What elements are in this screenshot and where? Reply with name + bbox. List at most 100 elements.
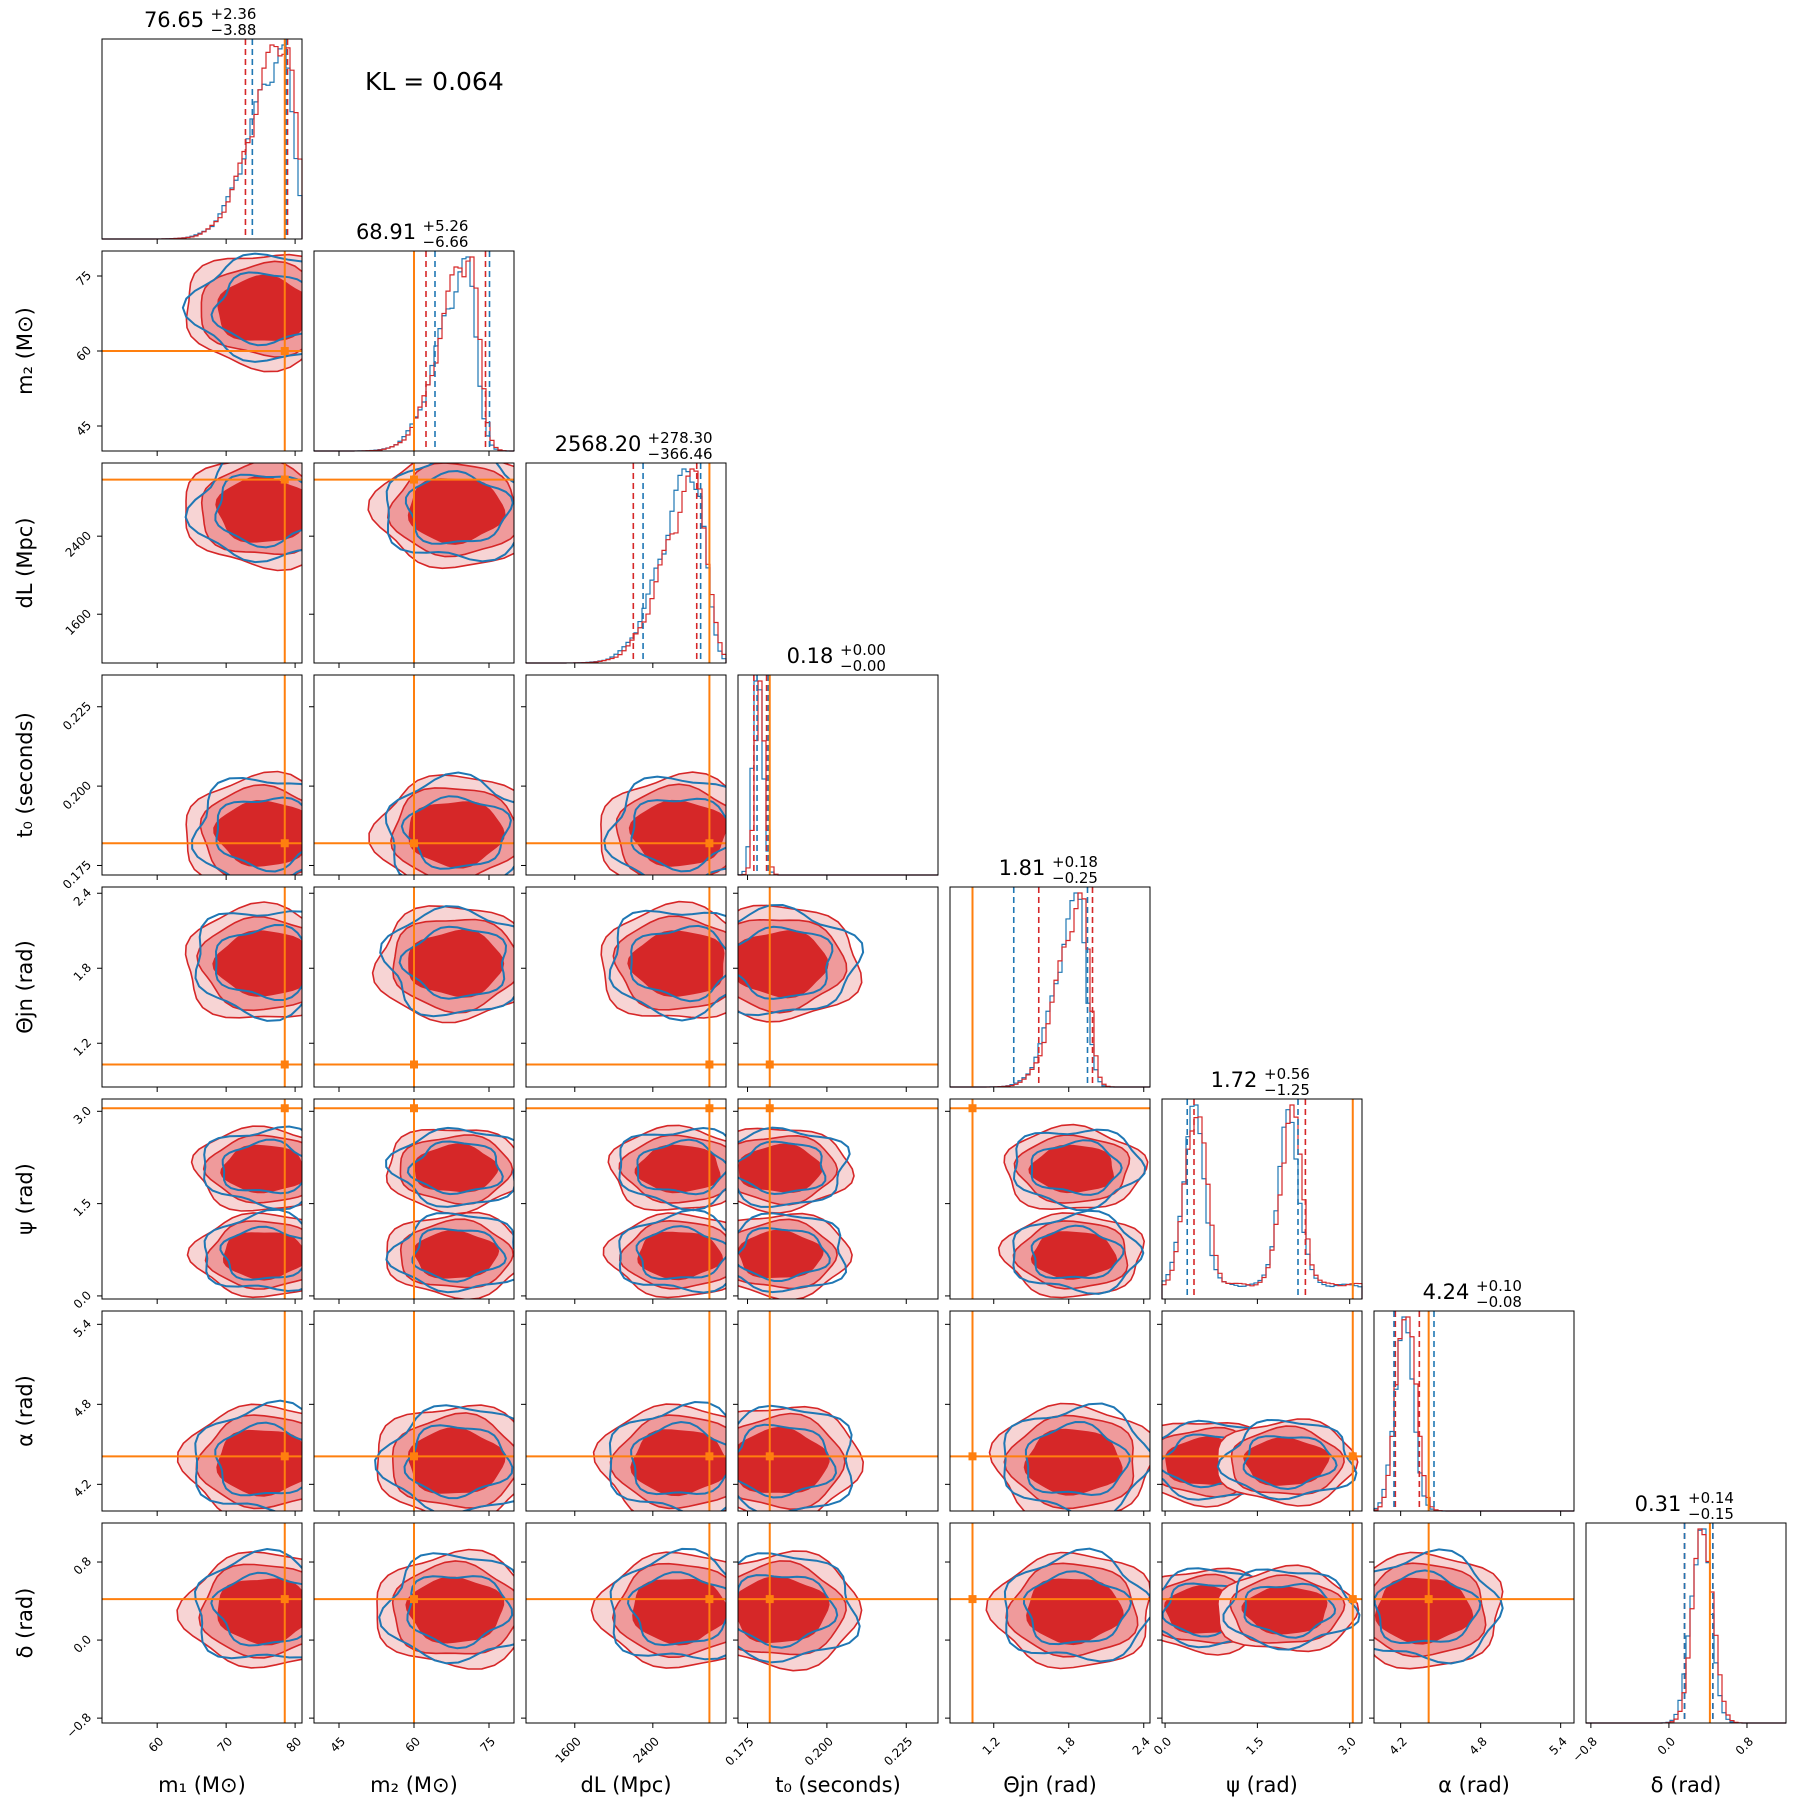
xtick-label: 0.175 — [723, 1734, 757, 1768]
yaxis-label-m2: m₂ (M⊙) — [13, 307, 37, 395]
contour-run-b-inner — [1242, 1435, 1338, 1491]
contour-run-b-inner — [210, 271, 302, 347]
contour-run-b-outer — [1003, 1402, 1150, 1511]
contour-run-b-outer — [738, 1126, 851, 1208]
title-theta_jn: 1.81 — [999, 856, 1046, 880]
contour-run-b-outer — [378, 1552, 514, 1665]
contour-inner — [738, 1426, 830, 1494]
density-alpha-delta — [1374, 1523, 1574, 1723]
contour-inner — [628, 799, 726, 867]
title-minus-t0: −0.00 — [840, 657, 886, 675]
title-plus-alpha: +0.10 — [1476, 1277, 1522, 1295]
density-m2-t0 — [314, 675, 514, 875]
contour-run-b-inner — [1024, 1420, 1131, 1497]
panel-frame — [101, 38, 303, 240]
truth-marker — [280, 1595, 289, 1604]
density-t0-psi — [738, 1099, 938, 1299]
title-plus-m2: +5.26 — [423, 217, 469, 235]
panel-psi-theta_jn — [945, 1098, 1151, 1304]
contour-inner — [738, 1229, 824, 1279]
truth-marker — [705, 1452, 714, 1461]
contour-run-b-outer — [194, 1399, 302, 1511]
yaxis-label-alpha: α (rad) — [13, 1375, 37, 1447]
contour-run-b-outer — [738, 1212, 848, 1294]
density-m2-psi — [314, 1099, 514, 1299]
contour-inner — [627, 930, 725, 997]
xaxis-label-m2: m₂ (M⊙) — [370, 1773, 458, 1797]
xtick-label: 5.4 — [1546, 1734, 1569, 1757]
contour-run-b-outer — [608, 909, 726, 1022]
contour-inner — [407, 478, 506, 545]
density-dL-alpha — [526, 1311, 726, 1511]
density-dL-delta — [526, 1523, 726, 1723]
contour-run-b-outer — [193, 1547, 302, 1660]
truth-marker — [1348, 1452, 1357, 1461]
truth-marker — [280, 1104, 289, 1113]
contour-inner — [407, 1427, 506, 1494]
panel-frame — [101, 462, 303, 664]
panel-frame — [949, 1522, 1151, 1724]
panel-m2-m2: 68.91 +5.26−6.66 — [313, 217, 515, 456]
ytick-label: 4.8 — [71, 1397, 94, 1420]
title-plus-m1: +2.36 — [211, 5, 257, 23]
panel-delta-m2: 45 60 75 — [309, 1522, 515, 1755]
density-m1-psi — [102, 1099, 302, 1299]
panel-alpha-t0 — [733, 1310, 939, 1516]
panel-m1-m1: 76.65 +2.36−3.88 — [101, 5, 303, 244]
xtick-label: 1.5 — [1243, 1734, 1266, 1757]
xtick-label: 0.0 — [1655, 1734, 1678, 1757]
panel-frame — [737, 1522, 939, 1724]
ytick-label: 60 — [73, 343, 94, 364]
panel-alpha-dL — [521, 1310, 727, 1516]
density-dL-psi — [526, 1099, 726, 1299]
contour-inner — [738, 1576, 830, 1643]
panel-frame — [1585, 1522, 1787, 1724]
truth-marker — [410, 1595, 418, 1604]
density-psi-delta — [1162, 1523, 1362, 1723]
contour-run-b-inner — [398, 925, 508, 1000]
contour-run-b-inner — [406, 1575, 514, 1650]
panel-psi-dL — [521, 1098, 727, 1304]
title-dL: 2568.20 — [555, 432, 642, 456]
xtick-label: 45 — [327, 1734, 348, 1755]
title-minus-psi: −1.25 — [1264, 1081, 1310, 1099]
contour-run-b-inner — [210, 1571, 302, 1647]
contour-run-b-inner — [1030, 1139, 1123, 1196]
contour-run-b-outer — [385, 1126, 514, 1208]
contour-inner — [413, 1230, 500, 1279]
panel-alpha-m1: 4.2 4.8 5.4 — [71, 1310, 303, 1516]
contour-run-b-outer — [738, 903, 865, 1017]
xtick-label: 60 — [146, 1734, 167, 1755]
contour-run-b-outer — [1003, 1547, 1150, 1663]
panel-frame — [737, 886, 939, 1088]
title-minus-theta_jn: −0.25 — [1052, 869, 1098, 887]
contour-run-b-outer — [384, 771, 514, 875]
truth-marker — [765, 1452, 774, 1461]
density-m1-delta — [102, 1523, 302, 1723]
contour-run-b-inner — [635, 1225, 726, 1280]
contour-inner — [632, 1579, 726, 1646]
title-minus-alpha: −0.08 — [1476, 1293, 1522, 1311]
contour-inner — [414, 1143, 499, 1193]
contour-run-b-inner — [404, 469, 514, 545]
panel-t0-dL — [521, 674, 727, 880]
panel-dL-dL: 2568.20 +278.30−366.46 — [525, 429, 727, 668]
truth-marker — [968, 1452, 977, 1461]
truth-marker — [1348, 1595, 1357, 1604]
panel-delta-dL: 1600 2400 — [521, 1522, 727, 1766]
contour-run-b-outer — [191, 776, 302, 875]
ytick-label: 0.0 — [71, 1288, 94, 1311]
panel-frame — [101, 886, 303, 1088]
panel-m2-m1: 45 60 75 — [73, 250, 303, 456]
panel-psi-m2 — [309, 1098, 515, 1304]
title-alpha: 4.24 — [1423, 1280, 1470, 1304]
contour-run-b-outer — [1216, 1418, 1358, 1501]
panel-t0-m2 — [309, 674, 515, 880]
xtick-label: 60 — [402, 1734, 423, 1755]
xaxis-label-delta: δ (rad) — [1651, 1773, 1722, 1797]
xtick-label: 0.8 — [1733, 1734, 1756, 1757]
title-plus-psi: +0.56 — [1264, 1065, 1310, 1083]
xtick-label: 2.4 — [1130, 1734, 1153, 1757]
contour-inner — [217, 274, 302, 341]
panel-frame — [949, 1098, 1151, 1300]
